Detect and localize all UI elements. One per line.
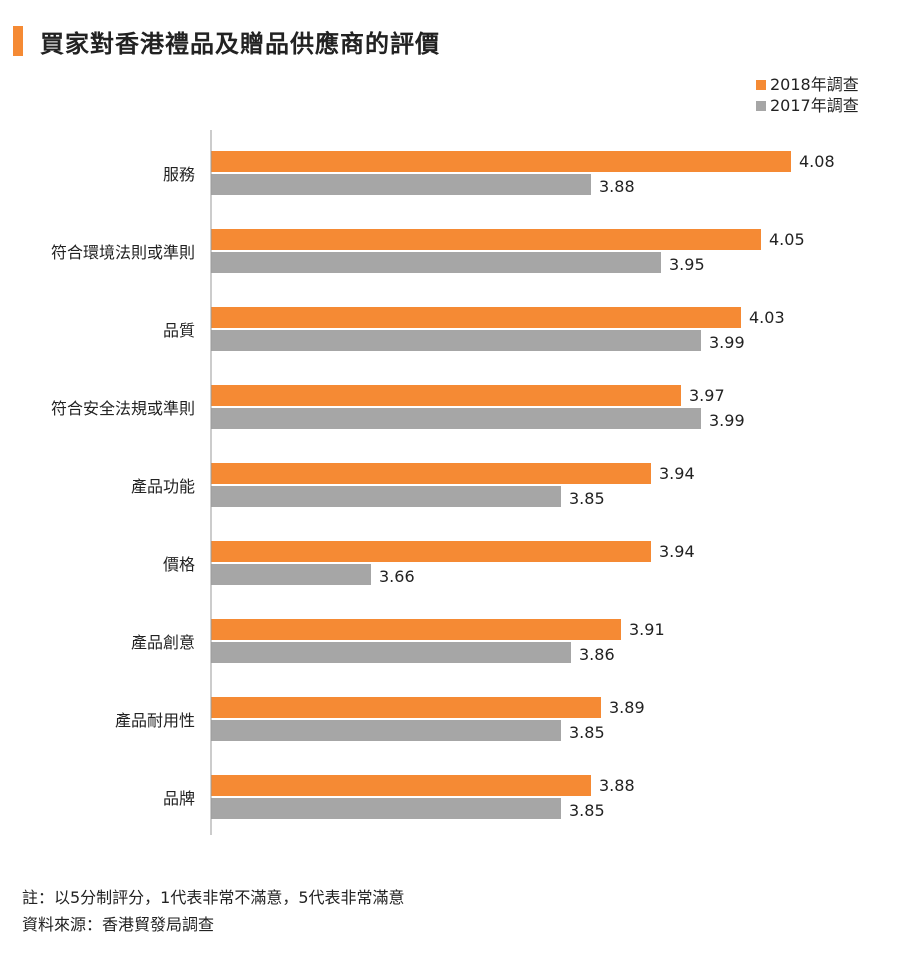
chart-title: 買家對香港禮品及贈品供應商的評價 [40,30,440,58]
category-label: 產品創意 [131,633,195,652]
value-label: 3.89 [609,698,645,717]
bar-chart: 2018年調查 2017年調查 服務 4.08 3.88 符合環境法則或準則 4.05 3.… [51,75,859,835]
bar-2017 [211,486,561,507]
value-label: 3.91 [629,620,665,639]
value-label: 3.85 [569,723,605,742]
category-label: 產品耐用性 [115,711,195,730]
value-label: 3.94 [659,464,695,483]
legend: 2018年調查 2017年調查 [756,75,859,115]
value-label: 3.85 [569,489,605,508]
value-label: 3.94 [659,542,695,561]
bar-2017 [211,252,661,273]
bar-2018 [211,229,761,250]
value-label: 3.95 [669,255,705,274]
value-label: 4.05 [769,230,805,249]
value-label: 4.08 [799,152,835,171]
footnote-scale: 註：以5分制評分，1代表非常不滿意，5代表非常滿意 [22,888,405,907]
bar-2017 [211,408,701,429]
bar-2017 [211,720,561,741]
bar-2018 [211,151,791,172]
legend-label: 2018年調查 [770,75,859,94]
bar-2018 [211,385,681,406]
value-label: 3.66 [379,567,415,586]
value-label: 3.86 [579,645,615,664]
value-label: 3.99 [709,411,745,430]
bars-group: 服務4.083.88符合環境法則或準則4.053.95品質4.033.99符合安… [51,151,835,820]
category-label: 品質 [163,321,195,340]
value-label: 3.99 [709,333,745,352]
value-label: 4.03 [749,308,785,327]
bar-2018 [211,619,621,640]
value-label: 3.97 [689,386,725,405]
legend-label: 2017年調查 [770,96,859,115]
category-label: 符合環境法則或準則 [51,243,195,262]
category-label: 品牌 [163,789,195,808]
value-label: 3.88 [599,776,635,795]
footnote-source: 資料來源：香港貿發局調查 [22,915,215,934]
bar-2017 [211,642,571,663]
legend-swatch [756,80,766,90]
bar-2017 [211,174,591,195]
legend-swatch [756,101,766,111]
bar-2018 [211,775,591,796]
value-label: 3.85 [569,801,605,820]
bar-2018 [211,541,651,562]
category-label: 產品功能 [131,477,195,496]
category-label: 價格 [163,555,195,574]
bar-2017 [211,564,371,585]
value-label: 3.88 [599,177,635,196]
category-label: 符合安全法規或準則 [51,399,195,418]
bar-2018 [211,697,601,718]
bar-2017 [211,798,561,819]
bar-2018 [211,307,741,328]
title-accent-bar [13,26,23,56]
bar-2018 [211,463,651,484]
bar-2017 [211,330,701,351]
category-label: 服務 [163,165,195,184]
